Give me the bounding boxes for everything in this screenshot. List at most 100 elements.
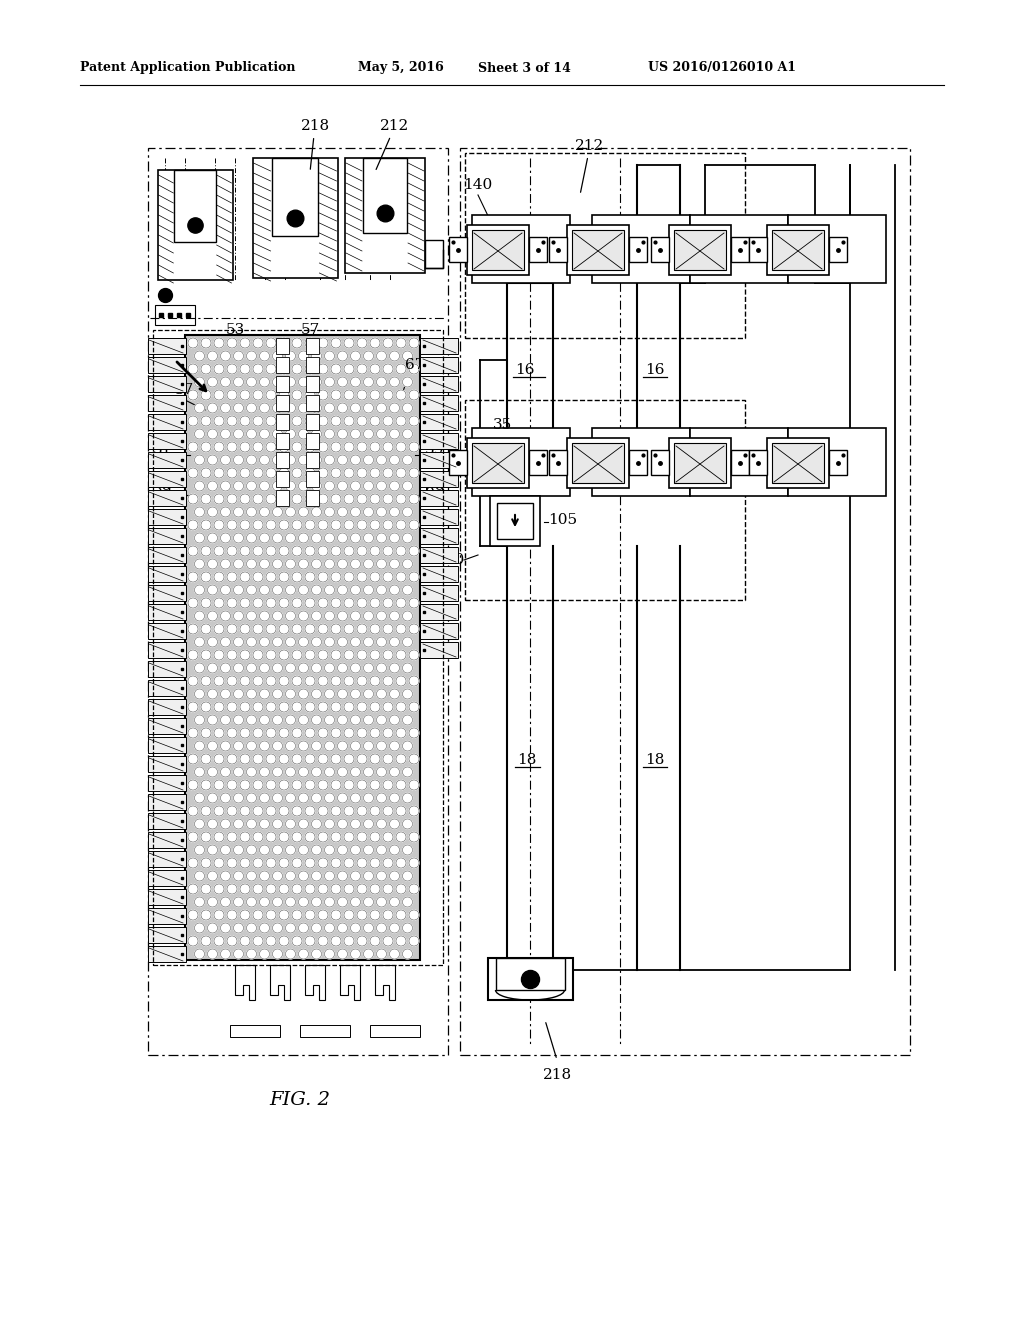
Circle shape xyxy=(305,729,315,738)
Circle shape xyxy=(383,416,393,426)
Circle shape xyxy=(383,676,393,686)
Polygon shape xyxy=(234,965,255,1001)
Bar xyxy=(148,775,186,791)
Circle shape xyxy=(311,663,322,673)
Circle shape xyxy=(389,558,399,569)
Circle shape xyxy=(208,898,217,907)
Circle shape xyxy=(409,389,419,400)
Bar xyxy=(158,170,232,280)
Circle shape xyxy=(409,442,419,451)
Circle shape xyxy=(402,351,413,360)
Circle shape xyxy=(279,832,289,842)
Circle shape xyxy=(299,455,308,465)
Circle shape xyxy=(344,909,354,920)
Text: 18: 18 xyxy=(517,752,537,767)
Circle shape xyxy=(247,507,256,517)
Bar xyxy=(420,490,458,506)
Circle shape xyxy=(188,364,198,374)
Circle shape xyxy=(214,780,224,789)
Circle shape xyxy=(208,455,217,465)
Circle shape xyxy=(201,389,211,400)
Circle shape xyxy=(240,780,250,789)
Circle shape xyxy=(299,845,308,855)
Circle shape xyxy=(279,858,289,869)
Bar xyxy=(549,450,567,475)
Circle shape xyxy=(259,663,269,673)
Circle shape xyxy=(214,754,224,764)
Circle shape xyxy=(208,507,217,517)
Circle shape xyxy=(214,858,224,869)
Circle shape xyxy=(318,807,328,816)
Circle shape xyxy=(227,884,237,894)
Circle shape xyxy=(409,729,419,738)
Circle shape xyxy=(318,598,328,609)
Circle shape xyxy=(188,884,198,894)
Circle shape xyxy=(305,649,315,660)
Circle shape xyxy=(325,351,335,360)
Circle shape xyxy=(331,702,341,711)
Circle shape xyxy=(370,389,380,400)
Circle shape xyxy=(195,949,205,960)
Circle shape xyxy=(188,442,198,451)
Circle shape xyxy=(208,403,217,413)
Circle shape xyxy=(279,520,289,531)
Circle shape xyxy=(233,793,244,803)
Circle shape xyxy=(188,494,198,504)
Bar xyxy=(467,438,529,488)
Circle shape xyxy=(383,832,393,842)
Circle shape xyxy=(214,469,224,478)
Text: 218: 218 xyxy=(543,1068,571,1082)
Circle shape xyxy=(208,741,217,751)
Circle shape xyxy=(272,767,283,777)
Circle shape xyxy=(344,520,354,531)
Circle shape xyxy=(253,754,263,764)
Circle shape xyxy=(311,949,322,960)
Circle shape xyxy=(233,378,244,387)
Circle shape xyxy=(188,649,198,660)
Circle shape xyxy=(272,689,283,700)
Bar xyxy=(306,490,319,506)
Circle shape xyxy=(233,507,244,517)
Bar xyxy=(148,870,186,886)
Circle shape xyxy=(389,351,399,360)
Circle shape xyxy=(227,442,237,451)
Circle shape xyxy=(195,585,205,595)
Circle shape xyxy=(383,624,393,634)
Circle shape xyxy=(318,649,328,660)
Circle shape xyxy=(383,442,393,451)
Bar xyxy=(148,338,186,354)
Circle shape xyxy=(233,351,244,360)
Bar xyxy=(306,376,319,392)
Circle shape xyxy=(402,611,413,620)
Circle shape xyxy=(396,389,406,400)
Circle shape xyxy=(357,884,367,894)
Circle shape xyxy=(233,480,244,491)
Circle shape xyxy=(279,702,289,711)
Circle shape xyxy=(220,403,230,413)
Circle shape xyxy=(357,649,367,660)
Bar xyxy=(592,215,690,282)
Bar xyxy=(420,414,458,430)
Circle shape xyxy=(396,364,406,374)
Circle shape xyxy=(370,520,380,531)
Circle shape xyxy=(195,923,205,933)
Bar xyxy=(306,338,319,354)
Circle shape xyxy=(227,780,237,789)
Circle shape xyxy=(227,520,237,531)
Circle shape xyxy=(220,871,230,880)
Bar xyxy=(148,528,186,544)
Circle shape xyxy=(344,494,354,504)
Circle shape xyxy=(279,469,289,478)
Circle shape xyxy=(377,871,386,880)
Circle shape xyxy=(240,676,250,686)
Circle shape xyxy=(188,780,198,789)
Circle shape xyxy=(266,389,276,400)
Text: 69: 69 xyxy=(425,483,444,498)
Bar xyxy=(472,428,570,496)
Text: 16: 16 xyxy=(515,363,535,378)
Circle shape xyxy=(233,845,244,855)
Circle shape xyxy=(396,729,406,738)
Circle shape xyxy=(311,351,322,360)
Bar xyxy=(306,451,319,469)
Circle shape xyxy=(292,338,302,348)
